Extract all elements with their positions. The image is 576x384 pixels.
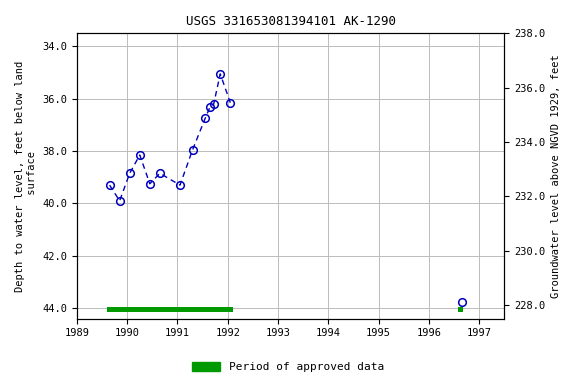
Legend: Period of approved data: Period of approved data: [188, 357, 388, 377]
Y-axis label: Depth to water level, feet below land
 surface: Depth to water level, feet below land su…: [15, 60, 37, 291]
Bar: [458, 306, 463, 312]
Title: USGS 331653081394101 AK-1290: USGS 331653081394101 AK-1290: [185, 15, 396, 28]
Bar: [107, 306, 233, 312]
Y-axis label: Groundwater level above NGVD 1929, feet: Groundwater level above NGVD 1929, feet: [551, 54, 561, 298]
